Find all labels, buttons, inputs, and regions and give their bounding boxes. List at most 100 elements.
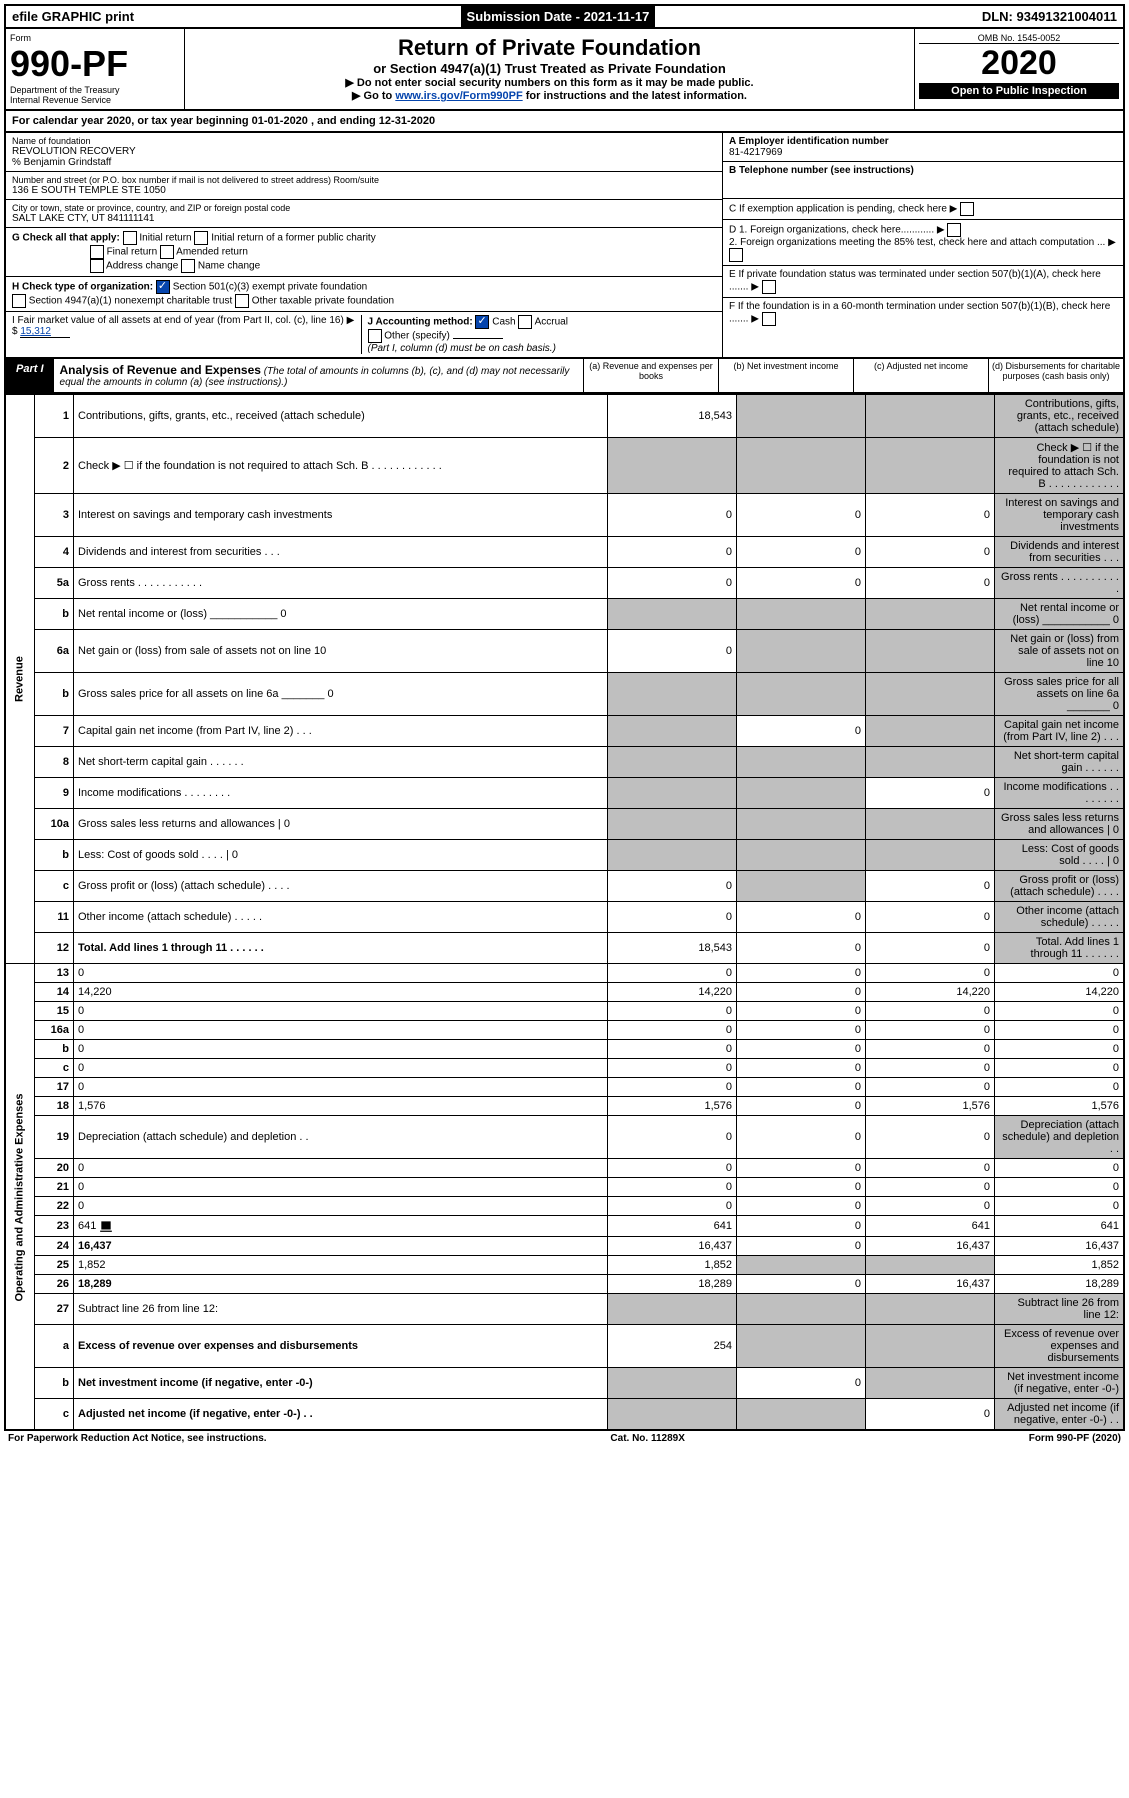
other-taxable-checkbox[interactable]	[235, 294, 249, 308]
row-num: 6a	[35, 630, 74, 673]
cash-checkbox[interactable]	[475, 315, 489, 329]
amt-c: 0	[866, 1159, 995, 1178]
amt-c: 14,220	[866, 983, 995, 1002]
row-desc: 14,220	[74, 983, 608, 1002]
d2-checkbox[interactable]	[729, 248, 743, 262]
table-row: 5aGross rents . . . . . . . . . . .000Gr…	[5, 568, 1124, 599]
footer-left: For Paperwork Reduction Act Notice, see …	[8, 1433, 267, 1444]
table-row: bLess: Cost of goods sold . . . . | 0Les…	[5, 840, 1124, 871]
calendar-year: For calendar year 2020, or tax year begi…	[4, 111, 1125, 133]
col-a-head: (a) Revenue and expenses per books	[583, 359, 718, 392]
amt-b	[737, 871, 866, 902]
amt-a	[608, 1399, 737, 1431]
amt-d: Excess of revenue over expenses and disb…	[995, 1325, 1125, 1368]
row-num: 3	[35, 494, 74, 537]
amt-d: 0	[995, 1059, 1125, 1078]
amt-a: 0	[608, 537, 737, 568]
amt-b: 0	[737, 1368, 866, 1399]
foundation-name: REVOLUTION RECOVERY	[12, 146, 716, 157]
table-row: 2Check ▶ ☐ if the foundation is not requ…	[5, 438, 1124, 494]
amt-d: Contributions, gifts, grants, etc., rece…	[995, 395, 1125, 438]
amt-b: 0	[737, 537, 866, 568]
revenue-section-label: Revenue	[5, 395, 35, 964]
table-row: 6aNet gain or (loss) from sale of assets…	[5, 630, 1124, 673]
table-row: b00000	[5, 1040, 1124, 1059]
amt-d: Income modifications . . . . . . . .	[995, 778, 1125, 809]
f-checkbox[interactable]	[762, 312, 776, 326]
row-desc: 1,576	[74, 1097, 608, 1116]
other-method-checkbox[interactable]	[368, 329, 382, 343]
final-return-checkbox[interactable]	[90, 245, 104, 259]
amt-a: 0	[608, 1116, 737, 1159]
row-desc: 0	[74, 1059, 608, 1078]
amt-b	[737, 438, 866, 494]
row-num: 13	[35, 964, 74, 983]
amt-d: Interest on savings and temporary cash i…	[995, 494, 1125, 537]
501c3-checkbox[interactable]	[156, 280, 170, 294]
row-num: 5a	[35, 568, 74, 599]
g-label: G Check all that apply:	[12, 233, 120, 244]
row-desc: 0	[74, 1197, 608, 1216]
amt-b: 0	[737, 1078, 866, 1097]
foundation-info: Name of foundation REVOLUTION RECOVERY %…	[4, 133, 1125, 359]
opt-other-taxable: Other taxable private foundation	[252, 296, 394, 307]
amt-c: 0	[866, 1197, 995, 1216]
amt-b: 0	[737, 983, 866, 1002]
amt-b	[737, 630, 866, 673]
amt-d: 0	[995, 1078, 1125, 1097]
table-row: 27Subtract line 26 from line 12:Subtract…	[5, 1294, 1124, 1325]
address-change-checkbox[interactable]	[90, 259, 104, 273]
d-line: D 1. Foreign organizations, check here..…	[723, 220, 1123, 266]
row-num: 27	[35, 1294, 74, 1325]
amt-d: 641	[995, 1216, 1125, 1237]
table-row: 10aGross sales less returns and allowanc…	[5, 809, 1124, 840]
row-num: c	[35, 1059, 74, 1078]
row-desc: 0	[74, 1021, 608, 1040]
row-desc: Adjusted net income (if negative, enter …	[74, 1399, 608, 1431]
opt-initial-public: Initial return of a former public charit…	[211, 233, 376, 244]
amt-a	[608, 840, 737, 871]
amt-a: 0	[608, 964, 737, 983]
row-desc: 641	[74, 1216, 608, 1237]
row-desc: Income modifications . . . . . . . .	[74, 778, 608, 809]
row-desc: Net investment income (if negative, ente…	[74, 1368, 608, 1399]
accrual-checkbox[interactable]	[518, 315, 532, 329]
amt-c: 0	[866, 1399, 995, 1431]
table-row: 2618,28918,289016,43718,289	[5, 1275, 1124, 1294]
row-num: 18	[35, 1097, 74, 1116]
row-desc: Gross rents . . . . . . . . . . .	[74, 568, 608, 599]
4947-checkbox[interactable]	[12, 294, 26, 308]
e-checkbox[interactable]	[762, 280, 776, 294]
row-num: b	[35, 840, 74, 871]
amended-checkbox[interactable]	[160, 245, 174, 259]
table-row: bGross sales price for all assets on lin…	[5, 673, 1124, 716]
row-num: b	[35, 673, 74, 716]
row-desc: 1,852	[74, 1256, 608, 1275]
col-d-head: (d) Disbursements for charitable purpose…	[988, 359, 1123, 392]
amt-d: 0	[995, 1021, 1125, 1040]
amt-b	[737, 778, 866, 809]
address: 136 E SOUTH TEMPLE STE 1050	[12, 185, 716, 196]
irs-link[interactable]: www.irs.gov/Form990PF	[395, 90, 522, 102]
initial-public-checkbox[interactable]	[194, 231, 208, 245]
col-c-head: (c) Adjusted net income	[853, 359, 988, 392]
amt-d: Other income (attach schedule) . . . . .	[995, 902, 1125, 933]
amt-a: 1,852	[608, 1256, 737, 1275]
omb: OMB No. 1545-0052	[919, 33, 1119, 44]
note-link: ▶ Go to www.irs.gov/Form990PF for instru…	[191, 89, 908, 102]
efile-btn[interactable]: efile GRAPHIC print	[6, 6, 140, 27]
city: SALT LAKE CTY, UT 841111141	[12, 213, 716, 224]
attachment-icon[interactable]	[99, 1219, 113, 1233]
amt-c	[866, 1368, 995, 1399]
c-checkbox[interactable]	[960, 202, 974, 216]
fmv-link[interactable]: 15,312	[20, 326, 70, 338]
amt-a: 18,543	[608, 933, 737, 964]
part1-title: Analysis of Revenue and Expenses	[60, 363, 261, 377]
note-ssn: ▶ Do not enter social security numbers o…	[191, 76, 908, 89]
amt-a: 641	[608, 1216, 737, 1237]
opt-4947: Section 4947(a)(1) nonexempt charitable …	[29, 296, 232, 307]
initial-return-checkbox[interactable]	[123, 231, 137, 245]
name-change-checkbox[interactable]	[181, 259, 195, 273]
d1-checkbox[interactable]	[947, 223, 961, 237]
amt-a: 0	[608, 871, 737, 902]
